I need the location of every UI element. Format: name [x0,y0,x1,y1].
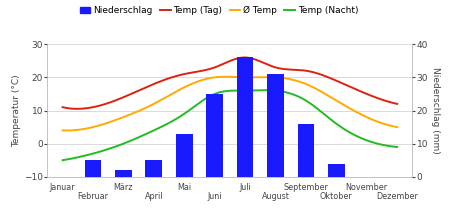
Y-axis label: Niederschlag (mm): Niederschlag (mm) [431,67,440,154]
Text: Oktober: Oktober [320,192,353,201]
Text: Juli: Juli [239,183,251,192]
Bar [298,124,314,177]
Bar [237,57,254,177]
Text: November: November [346,183,388,192]
Bar [115,170,132,177]
Bar [328,164,345,177]
Bar [206,94,223,177]
Text: August: August [262,192,290,201]
Text: April: April [145,192,163,201]
Text: März: März [114,183,133,192]
Bar [176,134,192,177]
Bar [267,74,284,177]
Text: Februar: Februar [78,192,109,201]
Bar [85,160,101,177]
Text: Mai: Mai [177,183,191,192]
Text: Januar: Januar [50,183,75,192]
Y-axis label: Temperatur (°C): Temperatur (°C) [12,74,21,147]
Text: Dezember: Dezember [376,192,418,201]
Text: September: September [283,183,328,192]
Legend: Niederschlag, Temp (Tag), Ø Temp, Temp (Nacht): Niederschlag, Temp (Tag), Ø Temp, Temp (… [80,6,358,15]
Text: Juni: Juni [208,192,222,201]
Bar [146,160,162,177]
